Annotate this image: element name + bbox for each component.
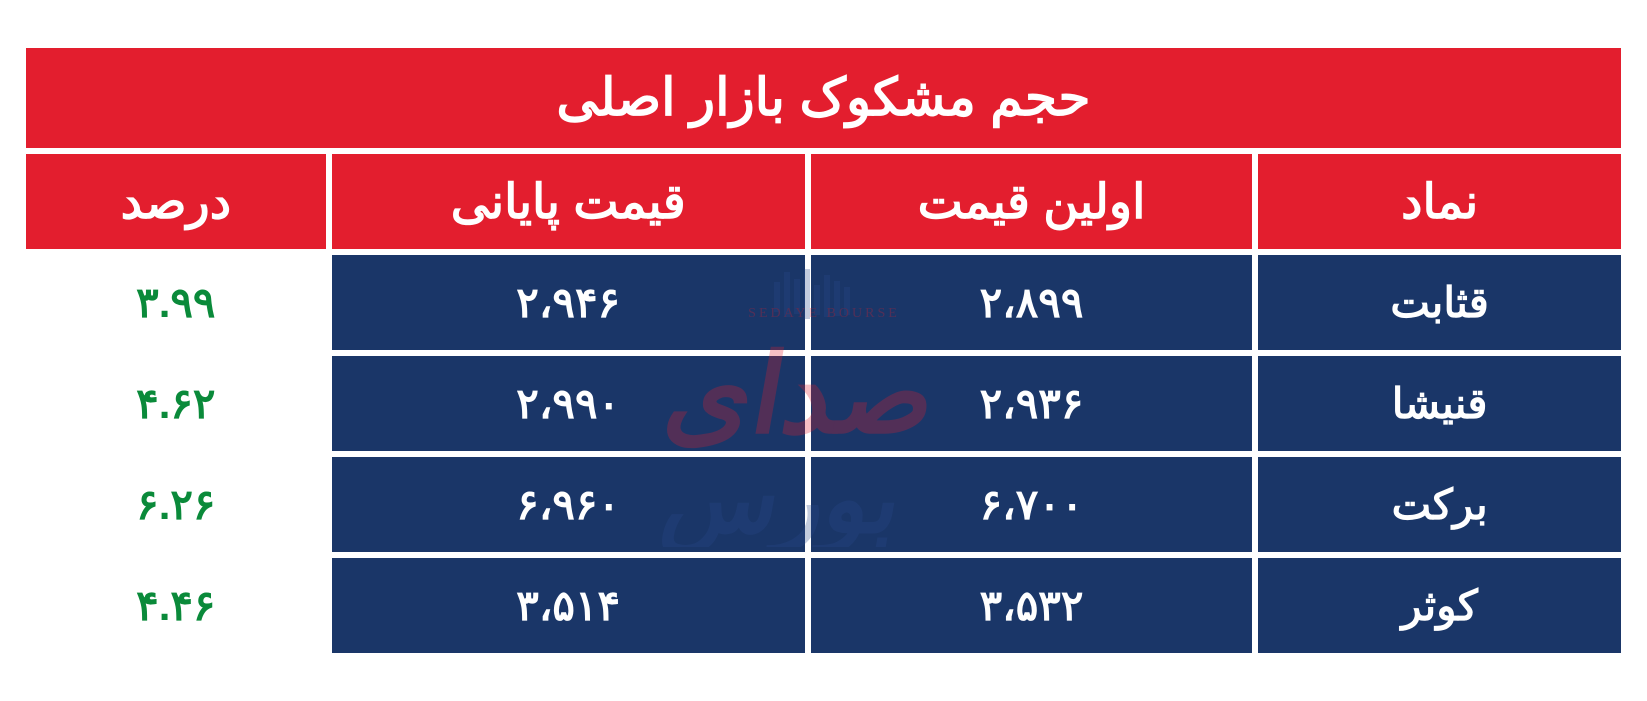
cell-percent: ۴.۶۲	[26, 356, 326, 451]
cell-percent: ۶.۲۶	[26, 457, 326, 552]
cell-final-price: ۶،۹۶۰	[332, 457, 805, 552]
table-row: برکت ۶،۷۰۰ ۶،۹۶۰ ۶.۲۶	[26, 457, 1621, 552]
cell-final-price: ۲،۹۴۶	[332, 255, 805, 350]
cell-first-price: ۶،۷۰۰	[811, 457, 1253, 552]
table-row: قثابت ۲،۸۹۹ ۲،۹۴۶ ۳.۹۹	[26, 255, 1621, 350]
cell-symbol: برکت	[1258, 457, 1621, 552]
table-row: قنیشا ۲،۹۳۶ ۲،۹۹۰ ۴.۶۲	[26, 356, 1621, 451]
table-title: حجم مشکوک بازار اصلی	[26, 48, 1621, 148]
cell-first-price: ۲،۸۹۹	[811, 255, 1253, 350]
cell-symbol: قثابت	[1258, 255, 1621, 350]
cell-percent: ۴.۴۶	[26, 558, 326, 653]
cell-final-price: ۲،۹۹۰	[332, 356, 805, 451]
col-header-symbol: نماد	[1258, 154, 1621, 249]
cell-symbol: کوثر	[1258, 558, 1621, 653]
table-header-row: نماد اولین قیمت قیمت پایانی درصد	[26, 154, 1621, 249]
cell-final-price: ۳،۵۱۴	[332, 558, 805, 653]
col-header-percent: درصد	[26, 154, 326, 249]
cell-percent: ۳.۹۹	[26, 255, 326, 350]
cell-first-price: ۳،۵۳۲	[811, 558, 1253, 653]
cell-first-price: ۲،۹۳۶	[811, 356, 1253, 451]
col-header-final-price: قیمت پایانی	[332, 154, 805, 249]
stock-table: حجم مشکوک بازار اصلی نماد اولین قیمت قیم…	[20, 42, 1627, 659]
col-header-first-price: اولین قیمت	[811, 154, 1253, 249]
stock-table-container: حجم مشکوک بازار اصلی نماد اولین قیمت قیم…	[20, 42, 1627, 659]
table-row: کوثر ۳،۵۳۲ ۳،۵۱۴ ۴.۴۶	[26, 558, 1621, 653]
table-title-row: حجم مشکوک بازار اصلی	[26, 48, 1621, 148]
cell-symbol: قنیشا	[1258, 356, 1621, 451]
